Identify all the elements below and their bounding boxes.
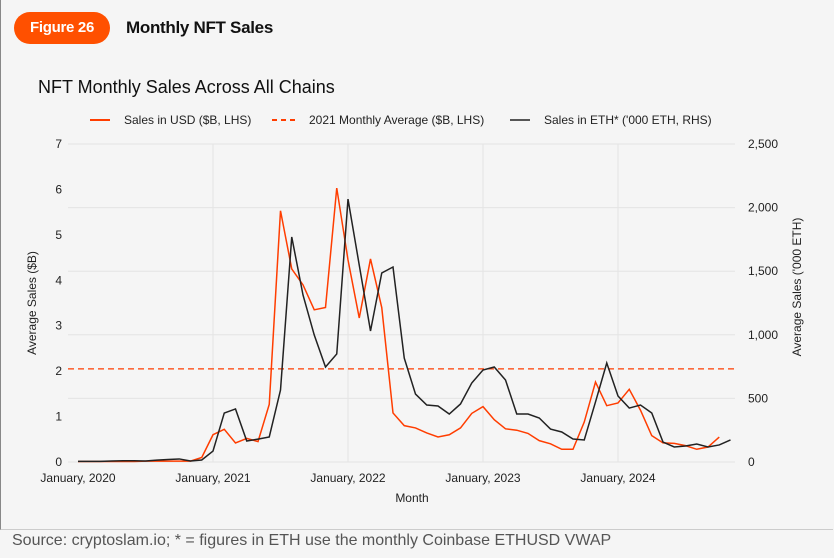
x-tick-label: January, 2023 [445, 471, 520, 485]
series-usd-line [78, 187, 720, 463]
y-tick-right: 0 [748, 455, 755, 469]
x-tick-label: January, 2022 [310, 471, 385, 485]
x-axis-label: Month [395, 491, 428, 505]
y-tick-right: 1,000 [748, 328, 778, 342]
y-tick-left: 4 [55, 273, 62, 287]
series-eth-line [78, 198, 731, 463]
y-tick-right: 2,000 [748, 201, 778, 215]
y-tick-left: 2 [55, 364, 62, 378]
legend-label-usd: Sales in USD ($B, LHS) [124, 113, 251, 127]
source-note: Source: cryptoslam.io; * = figures in ET… [12, 532, 612, 549]
figure-frame [0, 0, 833, 530]
legend-label-eth: Sales in ETH* ('000 ETH, RHS) [544, 113, 712, 127]
figure-badge: Figure 26 [14, 12, 110, 44]
y-tick-left: 7 [55, 137, 62, 151]
y-tick-right: 1,500 [748, 264, 778, 278]
x-tick-label: January, 2021 [175, 471, 250, 485]
y-tick-left: 5 [55, 228, 62, 242]
y-tick-right: 500 [748, 391, 768, 405]
y-tick-left: 6 [55, 182, 62, 196]
figure-title: Monthly NFT Sales [126, 18, 273, 37]
y-axis-label-right: Average Sales ('000 ETH) [790, 218, 804, 357]
y-tick-left: 0 [55, 455, 62, 469]
legend-label-average: 2021 Monthly Average ($B, LHS) [309, 113, 484, 127]
chart-title: NFT Monthly Sales Across All Chains [38, 77, 335, 97]
y-tick-left: 1 [55, 410, 62, 424]
y-tick-left: 3 [55, 319, 62, 333]
x-tick-label: January, 2024 [580, 471, 655, 485]
x-tick-label: January, 2020 [40, 471, 115, 485]
y-axis-label-left: Average Sales ($B) [25, 251, 39, 355]
y-tick-right: 2,500 [748, 137, 778, 151]
